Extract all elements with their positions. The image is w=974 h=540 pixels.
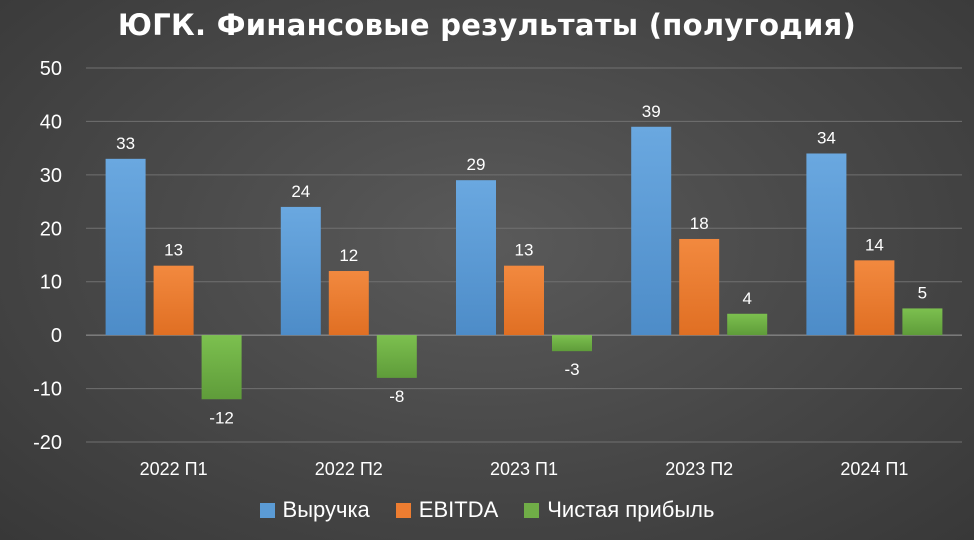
data-label: 39 bbox=[642, 102, 661, 121]
legend-swatch-net-profit bbox=[524, 502, 540, 518]
y-axis-ticks: -20 -10 0 10 20 30 40 50 bbox=[33, 58, 62, 454]
data-label: 13 bbox=[164, 241, 183, 260]
legend-label-revenue: Выручка bbox=[282, 497, 370, 522]
data-labels: 33 13 -12 24 12 -8 29 13 -3 39 18 4 34 14 5 bbox=[116, 102, 927, 427]
data-label: -12 bbox=[209, 408, 234, 427]
legend-item-ebitda[interactable]: EBITDA bbox=[395, 497, 499, 523]
y-tick-label: 20 bbox=[40, 218, 62, 240]
data-label: 18 bbox=[690, 214, 709, 233]
bar-revenue[interactable] bbox=[806, 153, 847, 336]
x-tick-label: 2022 П1 bbox=[140, 459, 208, 479]
bar-ebitda[interactable] bbox=[504, 265, 544, 336]
data-label: 14 bbox=[865, 235, 884, 254]
bar-revenue[interactable] bbox=[280, 206, 321, 336]
legend-item-net-profit[interactable]: Чистая прибыль bbox=[524, 497, 714, 523]
y-tick-label: 50 bbox=[40, 58, 62, 80]
y-tick-label: -20 bbox=[33, 432, 62, 454]
data-label: -8 bbox=[389, 387, 404, 406]
x-tick-label: 2023 П1 bbox=[490, 459, 558, 479]
data-label: 33 bbox=[116, 134, 135, 153]
y-tick-label: 10 bbox=[40, 272, 62, 294]
data-label: 4 bbox=[742, 289, 751, 308]
legend-label-net-profit: Чистая прибыль bbox=[547, 497, 715, 522]
data-label: 34 bbox=[817, 128, 836, 147]
bars bbox=[105, 126, 943, 400]
legend: Выручка EBITDA Чистая прибыль bbox=[0, 497, 974, 523]
bar-revenue[interactable] bbox=[456, 180, 496, 336]
bar-ebitda[interactable] bbox=[328, 271, 369, 336]
x-tick-label: 2024 П1 bbox=[840, 459, 908, 479]
bar-revenue[interactable] bbox=[105, 158, 146, 336]
bar-ebitda[interactable] bbox=[679, 238, 720, 336]
data-label: -3 bbox=[564, 360, 579, 379]
bar-revenue[interactable] bbox=[631, 126, 672, 336]
data-label: 24 bbox=[291, 182, 310, 201]
y-tick-label: 30 bbox=[40, 165, 62, 187]
data-label: 12 bbox=[339, 246, 358, 265]
legend-swatch-ebitda bbox=[395, 502, 411, 518]
data-label: 13 bbox=[515, 241, 534, 260]
y-tick-label: 0 bbox=[51, 325, 62, 347]
bar-net-profit[interactable] bbox=[552, 335, 592, 352]
x-tick-label: 2022 П2 bbox=[315, 459, 383, 479]
legend-item-revenue[interactable]: Выручка bbox=[259, 497, 370, 523]
legend-label-ebitda: EBITDA bbox=[418, 497, 499, 522]
x-tick-label: 2023 П2 bbox=[665, 459, 733, 479]
bar-ebitda[interactable] bbox=[854, 260, 895, 336]
y-tick-label: -10 bbox=[33, 379, 62, 401]
chart-title: ЮГК. Финансовые результаты (полугодия) bbox=[117, 8, 857, 42]
bar-net-profit[interactable] bbox=[902, 308, 943, 336]
data-label: 29 bbox=[467, 155, 486, 174]
bar-ebitda[interactable] bbox=[153, 265, 194, 336]
data-label: 5 bbox=[918, 283, 927, 302]
legend-swatch-revenue bbox=[259, 502, 275, 518]
x-axis-ticks: 2022 П1 2022 П2 2023 П1 2023 П2 2024 П1 bbox=[140, 459, 909, 479]
bar-net-profit[interactable] bbox=[376, 335, 417, 378]
bar-net-profit[interactable] bbox=[727, 313, 768, 336]
y-tick-label: 40 bbox=[40, 111, 62, 133]
bar-net-profit[interactable] bbox=[201, 335, 242, 400]
